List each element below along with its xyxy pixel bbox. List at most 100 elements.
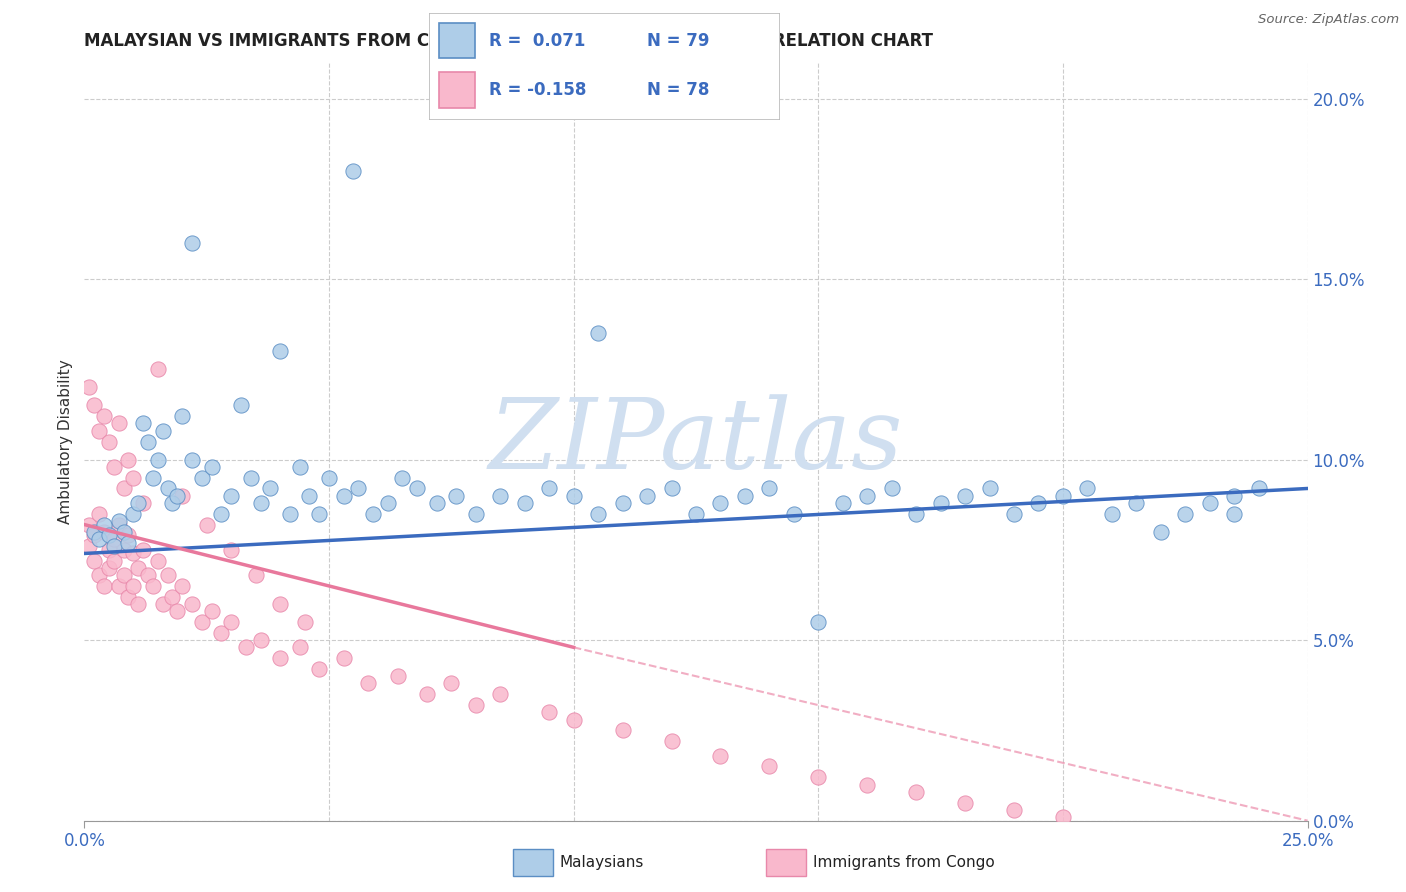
Point xyxy=(93,524,115,539)
Point xyxy=(107,517,129,532)
Point xyxy=(734,489,756,503)
FancyBboxPatch shape xyxy=(439,72,475,108)
Point xyxy=(93,579,115,593)
Point xyxy=(87,507,110,521)
Point xyxy=(162,496,184,510)
Point xyxy=(387,669,409,683)
Point xyxy=(166,489,188,503)
Point xyxy=(685,507,707,521)
Point xyxy=(269,597,291,611)
Point xyxy=(249,496,271,510)
Point xyxy=(249,633,271,648)
Point xyxy=(245,568,267,582)
Point xyxy=(200,604,222,618)
Point xyxy=(318,470,340,484)
Point xyxy=(172,409,194,424)
Point xyxy=(1028,496,1050,510)
Point xyxy=(117,528,139,542)
Point xyxy=(953,489,976,503)
Point xyxy=(156,568,179,582)
Point xyxy=(269,344,291,359)
Point xyxy=(636,489,658,503)
Point xyxy=(93,517,115,532)
Point xyxy=(112,568,135,582)
Point xyxy=(953,796,976,810)
Point xyxy=(758,759,780,773)
Point xyxy=(1223,507,1246,521)
Point xyxy=(586,326,609,341)
Point xyxy=(1052,489,1074,503)
Point xyxy=(416,687,439,701)
Point xyxy=(278,507,301,521)
Text: R =  0.071: R = 0.071 xyxy=(489,32,585,50)
Point xyxy=(807,615,830,629)
Point xyxy=(122,579,145,593)
Point xyxy=(209,507,232,521)
Point xyxy=(1174,507,1197,521)
Point xyxy=(856,489,879,503)
Point xyxy=(219,489,242,503)
Point xyxy=(132,542,155,557)
Text: N = 78: N = 78 xyxy=(647,81,709,99)
Point xyxy=(807,770,830,784)
Point xyxy=(538,482,561,496)
Point xyxy=(181,452,204,467)
Point xyxy=(127,597,149,611)
Point xyxy=(122,470,145,484)
Point xyxy=(513,496,536,510)
Point xyxy=(132,496,155,510)
Point xyxy=(1052,810,1074,824)
Point xyxy=(426,496,449,510)
Point xyxy=(112,524,135,539)
Point xyxy=(586,507,609,521)
Point xyxy=(83,528,105,542)
Point xyxy=(117,535,139,549)
Y-axis label: Ambulatory Disability: Ambulatory Disability xyxy=(58,359,73,524)
Point xyxy=(661,734,683,748)
Point xyxy=(97,561,120,575)
Point xyxy=(229,399,252,413)
Text: N = 79: N = 79 xyxy=(647,32,709,50)
Point xyxy=(103,459,125,474)
Point xyxy=(172,489,194,503)
Point xyxy=(294,615,316,629)
Point xyxy=(1076,482,1098,496)
Point xyxy=(77,380,100,394)
Point xyxy=(288,640,311,655)
Point xyxy=(146,452,169,467)
Point xyxy=(103,554,125,568)
Point xyxy=(162,590,184,604)
Point xyxy=(308,662,330,676)
Point xyxy=(127,561,149,575)
Point xyxy=(112,542,135,557)
Point xyxy=(783,507,806,521)
Point xyxy=(87,568,110,582)
Point xyxy=(181,235,204,250)
Point xyxy=(132,417,155,431)
Point xyxy=(107,417,129,431)
Point xyxy=(146,362,169,376)
Point xyxy=(239,470,262,484)
Point xyxy=(219,615,242,629)
Point xyxy=(136,434,159,449)
Point xyxy=(1150,524,1173,539)
Point xyxy=(117,590,139,604)
Point xyxy=(332,651,354,665)
Point xyxy=(831,496,853,510)
Point xyxy=(87,424,110,438)
Point xyxy=(142,579,165,593)
Text: Malaysians: Malaysians xyxy=(560,855,644,870)
Point xyxy=(661,482,683,496)
Point xyxy=(259,482,281,496)
Point xyxy=(166,604,188,618)
Point xyxy=(612,723,634,738)
Point xyxy=(440,676,463,690)
Point xyxy=(406,482,429,496)
Point xyxy=(97,434,120,449)
Point xyxy=(146,554,169,568)
FancyBboxPatch shape xyxy=(439,23,475,58)
Point xyxy=(464,507,486,521)
Point xyxy=(77,517,100,532)
Point xyxy=(219,542,242,557)
Text: Source: ZipAtlas.com: Source: ZipAtlas.com xyxy=(1258,13,1399,27)
